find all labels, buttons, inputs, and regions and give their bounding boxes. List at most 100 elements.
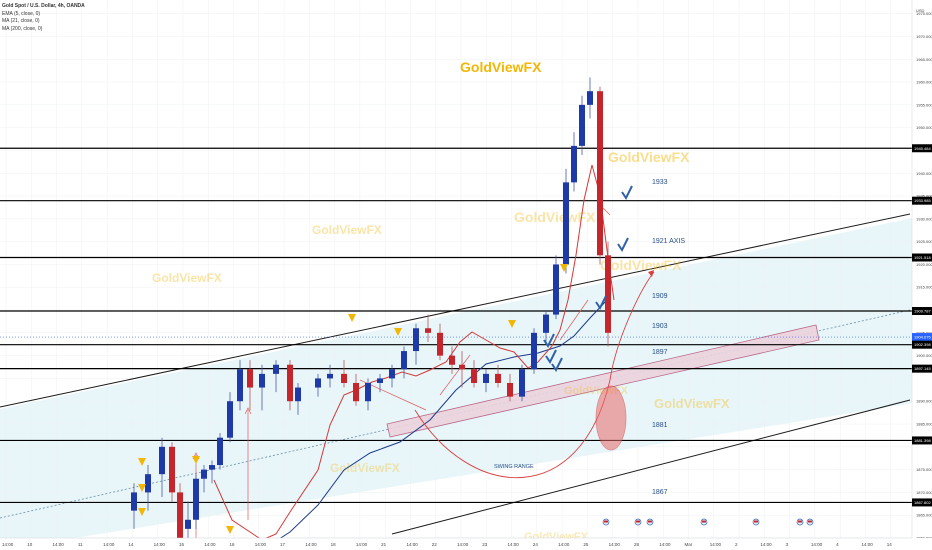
candle-bullish xyxy=(413,328,419,352)
candle-bullish xyxy=(131,492,137,511)
candle-bullish xyxy=(563,182,569,265)
goldviewfx-watermark: GoldViewFX xyxy=(312,223,382,237)
time-tick-label: 14:00 xyxy=(53,542,65,547)
watermarks: GoldViewFX GoldViewFX GoldViewFX GoldViewFX… xyxy=(152,59,730,543)
goldviewfx-watermark: GoldViewFX xyxy=(460,59,542,75)
indicator-ema-5[interactable]: EMA (5, close, 0) xyxy=(2,10,41,17)
level-labels: 1933 1921 AXIS 1909 1903 1897 1881 1867 … xyxy=(494,179,685,496)
time-tick-label: 18 xyxy=(331,542,337,547)
level-label: 1881 xyxy=(652,422,668,429)
signal-triangle-marker xyxy=(348,314,356,322)
time-tick-label: 14:00 xyxy=(255,542,267,547)
check-mark-icon xyxy=(545,349,557,364)
price-level-tag xyxy=(912,253,932,262)
candle-bullish xyxy=(159,446,165,475)
level-label: 1897 xyxy=(652,349,668,356)
time-tick-label: 14 xyxy=(887,542,893,547)
candle-bearish xyxy=(597,91,603,256)
time-axis[interactable]: 14:00 10 14:00 11 14:00 14 14:00 15 14:00 16 14:00… xyxy=(2,542,892,547)
price-axis-background xyxy=(912,0,932,550)
signal-triangle-marker xyxy=(192,456,200,464)
event-flag-stripe xyxy=(636,520,640,523)
time-tick-label: 17 xyxy=(280,542,286,547)
goldviewfx-watermark: GoldViewFX xyxy=(608,149,690,165)
time-tick-label: 14:00 xyxy=(558,542,570,547)
swing-range-arrowhead xyxy=(648,270,654,277)
indicator-ma-200[interactable]: MA (200, close, 0) xyxy=(2,25,43,32)
signal-triangle-marker xyxy=(138,508,146,516)
goldviewfx-watermark: GoldViewFX xyxy=(654,396,730,411)
price-level-tag xyxy=(912,333,932,342)
time-tick-label: 16 xyxy=(230,542,236,547)
time-tick-label: 14:00 xyxy=(103,542,115,547)
candle-bullish xyxy=(377,378,383,383)
goldviewfx-watermark: GoldViewFX xyxy=(600,257,682,273)
check-mark-icon xyxy=(617,237,629,252)
time-tick-label: 21 xyxy=(381,542,387,547)
price-level-tag-label: 1921.518 xyxy=(914,255,931,260)
level-label: 1903 xyxy=(652,323,668,330)
time-tick-label: 25 xyxy=(583,542,589,547)
channel-fill xyxy=(0,214,932,550)
price-tick-label: 1975.000 xyxy=(916,11,932,16)
price-tick-label: 1970.000 xyxy=(916,34,932,39)
candle-bullish xyxy=(483,373,489,383)
check-mark-icon xyxy=(543,333,555,348)
ema-5-line xyxy=(213,164,615,541)
price-tick-label: 1940.000 xyxy=(916,171,932,176)
time-tick-label: 15 xyxy=(179,542,185,547)
check-mark-icon xyxy=(551,357,563,372)
candle-bearish xyxy=(471,369,477,383)
time-tick-label: Mar xyxy=(685,542,693,547)
time-tick-label: 4 xyxy=(836,542,839,547)
candle-bullish xyxy=(579,104,585,146)
price-level-tag xyxy=(912,144,932,153)
time-tick-label: 14:00 xyxy=(710,542,722,547)
time-tick-label: 14:00 xyxy=(154,542,166,547)
candle-bullish xyxy=(587,91,593,105)
candle-bullish xyxy=(519,369,525,397)
markers xyxy=(138,185,633,534)
price-tick-label: 1935.000 xyxy=(916,194,932,199)
candle-bullish xyxy=(553,264,559,315)
event-flag-stripe xyxy=(754,520,758,523)
time-tick-label: 10 xyxy=(27,542,33,547)
price-level-tag xyxy=(912,364,932,373)
swing-zone-rectangle xyxy=(386,324,820,438)
goldviewfx-watermark: GoldViewFX xyxy=(514,209,596,225)
goldviewfx-watermark: GoldViewFX xyxy=(152,271,222,285)
candle-bullish xyxy=(389,369,395,379)
time-tick-label: 14:00 xyxy=(406,542,418,547)
price-axis[interactable]: 1975.000 1970.000 1965.000 1960.000 1955.000… xyxy=(912,8,932,541)
indicator-ma-21[interactable]: MA (21, close, 0) xyxy=(2,18,40,25)
candle-bullish xyxy=(365,382,371,402)
time-tick-label: 23 xyxy=(482,542,488,547)
candle-bullish xyxy=(201,469,207,479)
goldviewfx-watermark: GoldViewFX xyxy=(330,461,400,475)
price-level-tag-label: 1904.075 xyxy=(914,335,931,340)
candle-bullish xyxy=(531,332,537,370)
price-tick-label: 1870.000 xyxy=(916,490,932,495)
event-flag-stripe xyxy=(798,520,802,523)
price-tick-label: 1955.000 xyxy=(916,102,932,107)
signal-triangle-marker xyxy=(138,458,146,466)
candle-bearish xyxy=(495,373,501,383)
candle-bearish xyxy=(341,373,347,383)
price-tick-label: 1865.000 xyxy=(916,513,932,518)
price-tick-label: 1925.000 xyxy=(916,239,932,244)
price-tick-label: 1875.000 xyxy=(916,467,932,472)
price-tick-label: 1930.000 xyxy=(916,216,932,221)
price-tick-label: 1900.000 xyxy=(916,353,932,358)
candle-bullish xyxy=(259,373,265,388)
price-currency-label: USD xyxy=(916,8,925,13)
event-flags xyxy=(602,518,814,526)
time-tick-label: 14:00 xyxy=(861,542,873,547)
ma-21-line xyxy=(261,299,608,550)
signal-triangle-marker xyxy=(138,484,146,492)
level-label: 1933 xyxy=(652,179,668,186)
symbol-title: Gold Spot / U.S. Dollar, 4h, OANDA xyxy=(2,3,85,9)
time-tick-label: 14 xyxy=(128,542,134,547)
price-tick-label: 1890.000 xyxy=(916,399,932,404)
price-level-tag-label: 1933.985 xyxy=(914,198,931,203)
